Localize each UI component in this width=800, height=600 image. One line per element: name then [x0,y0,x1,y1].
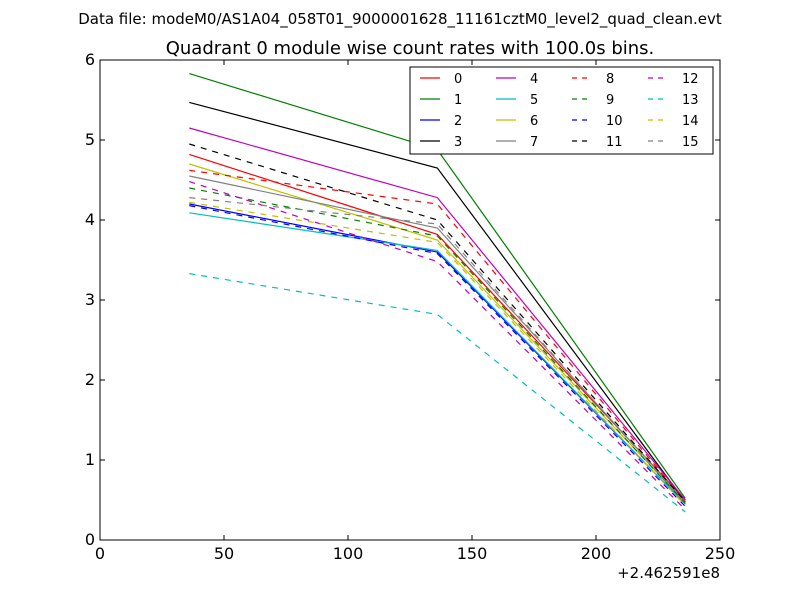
x-tick-label: 200 [581,544,612,563]
legend-label-14: 14 [682,114,699,129]
chart-title: Quadrant 0 module wise count rates with … [166,38,655,59]
y-tick-label: 3 [85,290,95,309]
legend-label-8: 8 [606,72,614,87]
legend-label-13: 13 [682,93,699,108]
legend-label-5: 5 [530,93,538,108]
legend-label-2: 2 [454,114,462,129]
legend-label-4: 4 [530,72,538,87]
figure-title: Data file: modeM0/AS1A04_058T01_90000016… [78,10,722,29]
series-line-10 [189,205,686,507]
series-layer [189,73,686,513]
x-tick-label: 100 [333,544,364,563]
x-tick-label: 50 [214,544,234,563]
x-tick-label: 0 [95,544,105,563]
y-tick-label: 5 [85,130,95,149]
legend-label-10: 10 [606,114,623,129]
legend-label-0: 0 [454,72,462,87]
x-offset-label: +2.462591e8 [617,564,720,582]
y-tick-label: 1 [85,450,95,469]
x-tick-label: 250 [705,544,736,563]
plot-frame [99,59,721,541]
series-line-5 [189,212,686,505]
series-line-11 [189,143,686,502]
x-tick-labels: 0 50 100 150 200 250 [95,544,735,563]
y-tick-label: 4 [85,210,95,229]
series-line-12 [189,181,686,511]
legend-label-1: 1 [454,93,462,108]
legend-label-3: 3 [454,135,462,150]
x-tick-label: 150 [457,544,488,563]
series-line-4 [189,127,686,501]
legend-frame [409,66,714,155]
series-line-0 [189,153,686,501]
legend-label-12: 12 [682,72,699,87]
series-line-9 [189,187,686,504]
y-tick-label: 2 [85,370,95,389]
legend-label-7: 7 [530,135,538,150]
y-tick-label: 6 [85,50,95,69]
series-line-8 [189,169,686,502]
series-line-14 [189,201,686,507]
series-line-3 [189,101,686,502]
legend-label-6: 6 [530,114,538,129]
y-tick-labels: 0 1 2 3 4 5 6 [85,50,95,549]
series-line-7 [189,175,686,503]
y-tick-label: 0 [85,530,95,549]
legend-label-9: 9 [606,93,614,108]
legend-label-11: 11 [606,135,623,150]
legend-label-15: 15 [682,135,699,150]
